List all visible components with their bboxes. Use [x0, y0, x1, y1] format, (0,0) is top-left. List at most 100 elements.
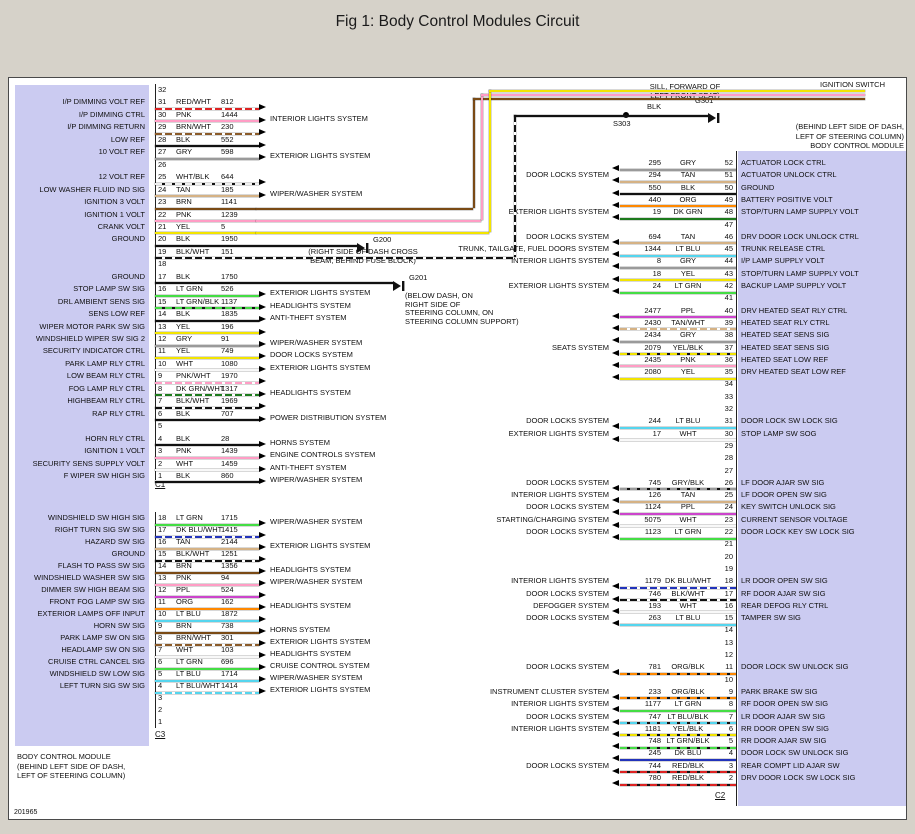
system-label: WIPER/WASHER SYSTEM [270, 577, 363, 586]
arrow-left-icon [612, 337, 619, 344]
wire-red-wht [155, 107, 259, 110]
arrow-left-icon [612, 238, 619, 245]
pin-number: 14 [158, 561, 167, 570]
pin-number: 52 [724, 158, 733, 167]
text-line: (BEHIND LEFT SIDE OF DASH, [17, 761, 126, 771]
wire-gry [155, 157, 259, 160]
circuit-number: 193 [648, 600, 661, 610]
arrow-left-icon [612, 189, 619, 196]
pin-number: 17 [158, 525, 167, 534]
module-pin-function: LOW BEAM RLY CTRL [66, 371, 145, 381]
wire-color-label: WHT [176, 458, 194, 468]
pin-number: 5 [158, 669, 163, 678]
arrow-left-icon [612, 521, 619, 528]
pin-number: 15 [158, 296, 167, 306]
pin-number: 27 [158, 147, 167, 157]
long-wire [473, 98, 475, 208]
wire-lt-grn-blk [155, 307, 259, 310]
arrow-right-icon [259, 415, 266, 422]
wire-pnk [155, 220, 256, 222]
system-label: EXTERIOR LIGHTS SYSTEM [508, 207, 609, 217]
wire-tan [620, 180, 736, 183]
circuit-number: 552 [221, 134, 234, 144]
connector-label-c3: C3 [155, 730, 166, 739]
wire-color-label: LT GRN/BLK [666, 736, 710, 746]
module-pin-function: LF DOOR AJAR SW SIG [741, 477, 825, 487]
system-label: STARTING/CHARGING SYSTEM [496, 514, 609, 524]
module-pin-function: LEFT TURN SIG SW SIG [59, 681, 145, 690]
pin-number: 20 [158, 234, 167, 244]
wire-color-label: LT GRN [176, 284, 203, 294]
system-label: WIPER/WASHER SYSTEM [270, 474, 363, 484]
module-pin-function: HEATED SEAT SENS SIG [741, 330, 830, 340]
pin-number: 30 [158, 109, 167, 119]
module-pin-function: PARK LAMP RLY CTRL [65, 358, 145, 368]
pin-number: 2 [158, 705, 163, 714]
system-label: INTERIOR LIGHTS SYSTEM [511, 256, 609, 266]
pin-number: 18 [724, 576, 733, 586]
module-pin-function: HEATED SEAT RLY CTRL [741, 317, 830, 327]
pin-number: 22 [158, 209, 167, 219]
circuit-number: 1714 [221, 669, 238, 678]
module-pin-function: TAMPER SW SIG [741, 613, 801, 623]
wire-color-label: TAN/WHT [671, 317, 705, 327]
arrow-right-icon [259, 440, 266, 447]
pin-number: 43 [724, 268, 733, 278]
connector-c1-line [155, 84, 156, 480]
module-pin-function: CRUISE CTRL CANCEL SIG [48, 657, 145, 666]
circuit-number: 1181 [644, 723, 661, 733]
arrow-right-icon [259, 453, 266, 460]
wire-red-blk [620, 783, 736, 786]
wire-brn [155, 571, 259, 574]
module-pin-function: DRV HEATED SEAT RLY CTRL [741, 305, 848, 315]
pin-number: 18 [158, 259, 167, 269]
circuit-number: 94 [221, 573, 230, 582]
pin-number: 36 [724, 354, 733, 364]
long-wire [256, 220, 481, 222]
arrow-right-icon [259, 341, 266, 347]
wire-gry [620, 168, 736, 171]
wire-tan [155, 547, 259, 550]
circuit-number: 19 [652, 207, 661, 217]
left-module-caption: BODY CONTROL MODULE (BEHIND LEFT SIDE OF … [17, 752, 125, 781]
wire-color-label: ORG/BLK [671, 686, 705, 696]
ignition-switch-label: IGNITION SWITCH [820, 80, 885, 89]
arrow-left-icon [612, 275, 619, 282]
wire-color-label: GRY [176, 147, 193, 157]
wire-color-label: GRY [679, 158, 697, 167]
pin-number: 8 [728, 699, 733, 709]
circuit-number: 2079 [644, 342, 661, 352]
arrow-left-icon [612, 595, 619, 602]
arrow-left-icon [612, 201, 619, 208]
wire-dk-grn-wht [155, 394, 259, 397]
pin-number: 11 [725, 662, 733, 672]
pin-number: 12 [158, 334, 167, 343]
module-pin-function: DRL AMBIENT SENS SIG [57, 296, 145, 306]
pin-number: 7 [158, 645, 163, 654]
module-pin-function: RF DOOR OPEN SW SIG [741, 699, 829, 709]
circuit-number: 2430 [644, 317, 661, 327]
wire-blk [620, 193, 736, 196]
pin-number: 51 [724, 170, 733, 180]
long-wire [256, 257, 514, 259]
circuit-number: 1414 [221, 681, 238, 690]
wire-color-label: WHT [176, 358, 194, 368]
pin-number: 50 [724, 182, 733, 192]
long-wire [481, 94, 865, 96]
module-pin-function: DOOR LOCK SW UNLOCK SIG [741, 662, 849, 672]
pin-number: 20 [724, 551, 733, 561]
wire-wht [155, 655, 259, 658]
system-label: ENGINE CONTROLS SYSTEM [270, 450, 376, 460]
ground-g201-note: (BELOW DASH, ON RIGHT SIDE OF STEERING COL… [405, 291, 519, 326]
wire-color-label: LT GRN [674, 281, 702, 290]
long-wire [256, 232, 489, 234]
arrow-left-icon [612, 263, 619, 270]
arrow-right-icon [259, 532, 266, 538]
text-line: LEFT OF STEERING COLUMN) [795, 131, 904, 141]
wire-color-label: YEL [680, 367, 696, 377]
arrow-left-icon [612, 423, 619, 430]
wire-ppl [155, 595, 259, 598]
arrow-left-icon [612, 669, 619, 676]
module-pin-function: GROUND [741, 182, 775, 192]
text-line: (RIGHT SIDE OF DASH CROSS [308, 247, 418, 256]
